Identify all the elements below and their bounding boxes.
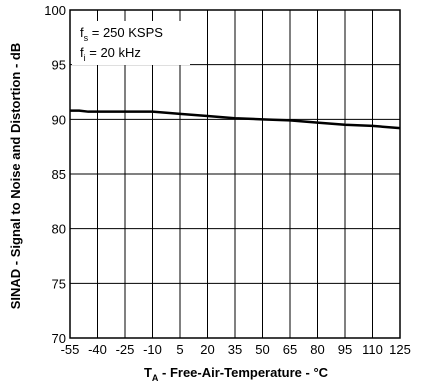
- x-tick-label: -10: [143, 342, 162, 357]
- sinad-series-line: [70, 109, 401, 130]
- x-tick-label: 35: [228, 342, 242, 357]
- x-tick-label: -25: [116, 342, 135, 357]
- x-axis-title: TA - Free-Air-Temperature - °C: [144, 365, 329, 383]
- y-axis-title: SINAD - Signal to Noise and Distortion -…: [8, 43, 23, 310]
- x-tick-label: 80: [310, 342, 324, 357]
- y-tick-label: 75: [52, 276, 66, 291]
- x-tick-labels: -55 -40 -25 -10 5 20 35 50 65 80 95 110 125: [61, 342, 411, 357]
- x-tick-label: 20: [200, 342, 214, 357]
- annotation-input-frequency: fi = 20 kHz: [80, 45, 141, 63]
- x-tick-label: 95: [338, 342, 352, 357]
- grid-lines: [70, 10, 400, 338]
- y-tick-labels: 70 75 80 85 90 95 100: [44, 3, 66, 346]
- series-layer: [70, 109, 401, 130]
- y-tick-label: 85: [52, 167, 66, 182]
- y-tick-label: 80: [52, 222, 66, 237]
- x-tick-label: 65: [283, 342, 297, 357]
- x-tick-label: -55: [61, 342, 80, 357]
- y-tick-label: 70: [52, 331, 66, 346]
- x-tick-label: -40: [88, 342, 107, 357]
- y-tick-label: 100: [44, 3, 66, 18]
- annotation-sampling-rate: fs = 250 KSPS: [80, 25, 163, 43]
- x-tick-label: 125: [389, 342, 411, 357]
- plot-frame: [69, 9, 401, 339]
- x-tick-label: 50: [255, 342, 269, 357]
- x-tick-label: 5: [176, 342, 183, 357]
- y-tick-label: 90: [52, 112, 66, 127]
- y-tick-label: 95: [52, 58, 66, 73]
- x-tick-label: 110: [362, 342, 383, 357]
- annotation-box: fs = 250 KSPS fi = 20 kHz: [72, 21, 190, 65]
